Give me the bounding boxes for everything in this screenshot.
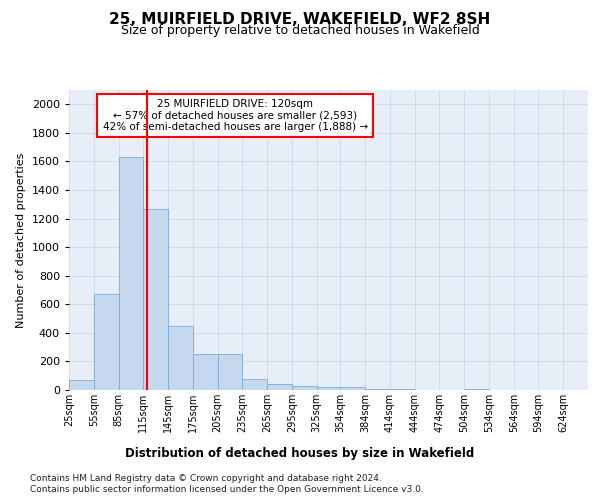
Text: Contains public sector information licensed under the Open Government Licence v3: Contains public sector information licen… [30,485,424,494]
Text: 25, MUIRFIELD DRIVE, WAKEFIELD, WF2 8SH: 25, MUIRFIELD DRIVE, WAKEFIELD, WF2 8SH [109,12,491,28]
Bar [317,387,341,390]
Bar [340,388,365,390]
Bar [143,208,168,390]
Bar [69,380,94,390]
Bar [218,354,242,390]
Bar [365,388,390,390]
Bar [390,388,415,390]
Y-axis label: Number of detached properties: Number of detached properties [16,152,26,328]
Bar [292,386,317,390]
Text: 25 MUIRFIELD DRIVE: 120sqm
← 57% of detached houses are smaller (2,593)
42% of s: 25 MUIRFIELD DRIVE: 120sqm ← 57% of deta… [103,99,368,132]
Bar [119,157,143,390]
Bar [267,384,292,390]
Text: Size of property relative to detached houses in Wakefield: Size of property relative to detached ho… [121,24,479,37]
Bar [464,389,489,390]
Bar [94,294,119,390]
Bar [242,378,267,390]
Text: Distribution of detached houses by size in Wakefield: Distribution of detached houses by size … [125,448,475,460]
Text: Contains HM Land Registry data © Crown copyright and database right 2024.: Contains HM Land Registry data © Crown c… [30,474,382,483]
Bar [193,354,218,390]
Bar [168,326,193,390]
